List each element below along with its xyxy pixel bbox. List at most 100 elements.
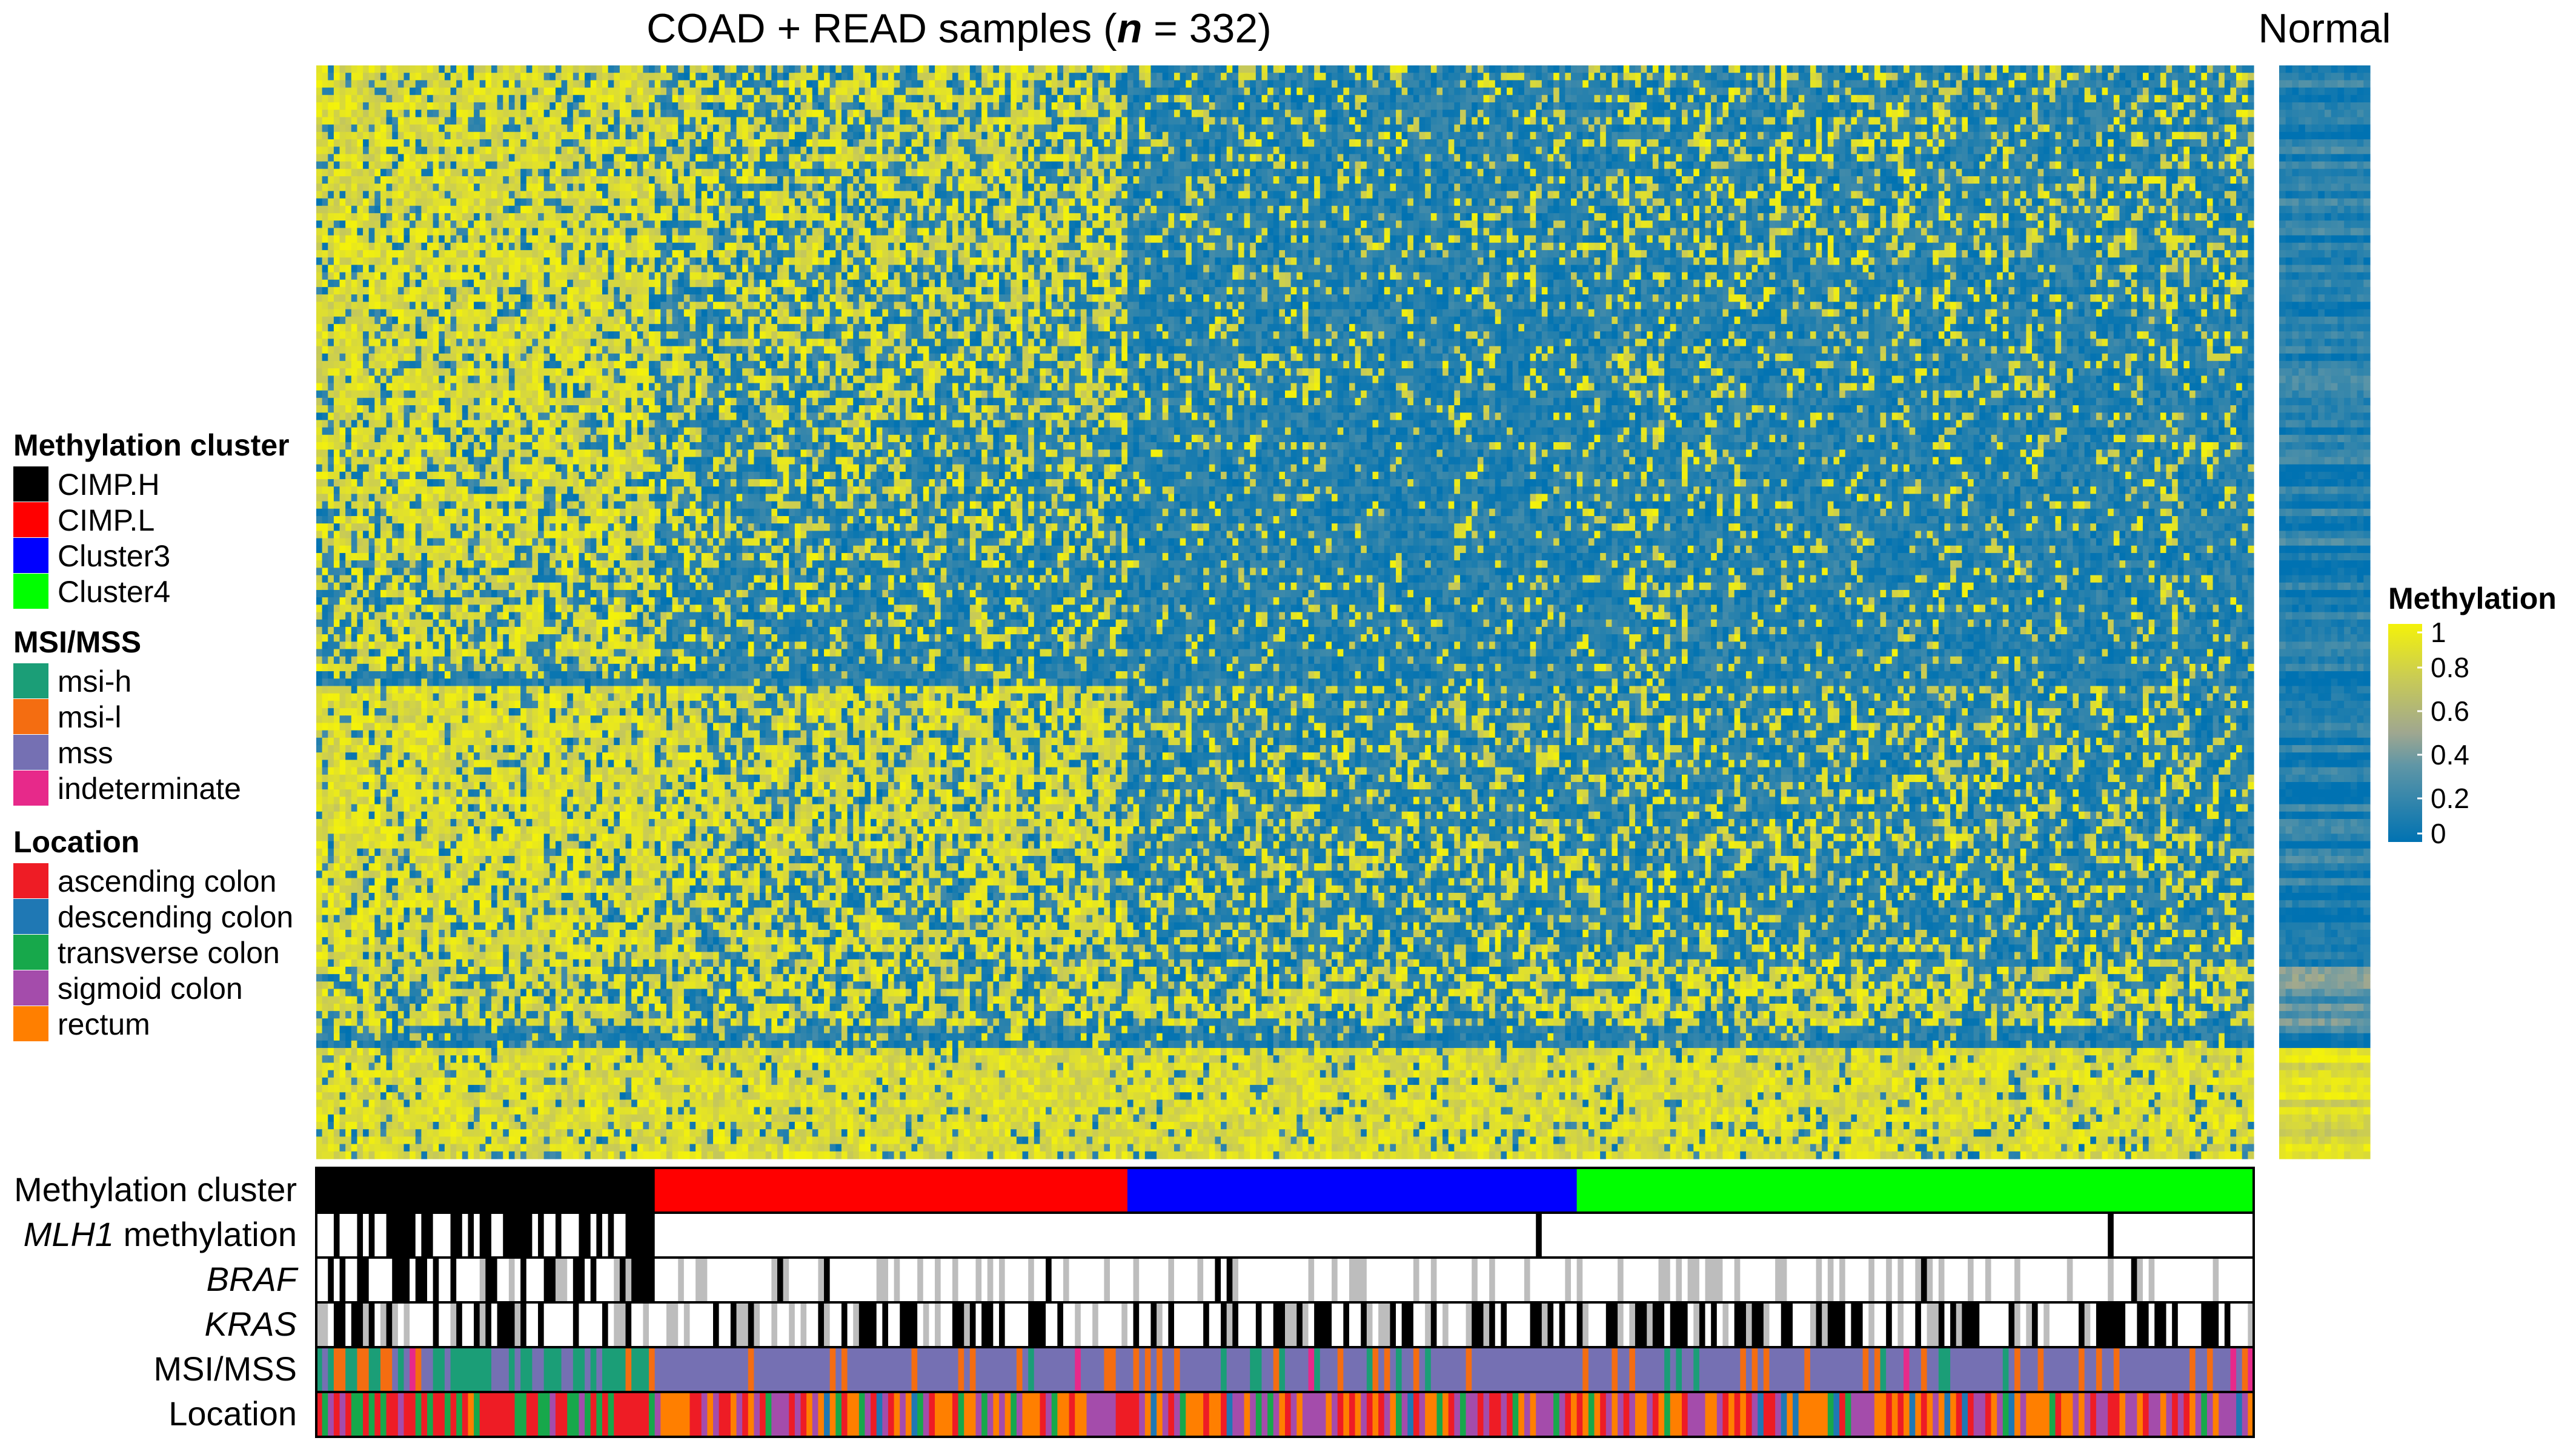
heatmap-cell — [2224, 147, 2231, 154]
heatmap-cell — [905, 73, 912, 81]
heatmap-cell — [1436, 117, 1443, 125]
heatmap-cell — [1098, 65, 1104, 73]
heatmap-cell — [2084, 94, 2091, 103]
heatmap-cell — [888, 161, 895, 170]
heatmap-cell — [1775, 94, 1782, 103]
heatmap-cell — [1425, 102, 1432, 110]
heatmap-cell — [1740, 161, 1747, 170]
heatmap-cell — [1956, 80, 1962, 88]
heatmap-cell — [1459, 154, 1467, 162]
heatmap-cell — [1541, 94, 1549, 103]
heatmap-cell — [1110, 87, 1117, 96]
heatmap-cell — [1711, 87, 1718, 96]
heatmap-cell — [1518, 161, 1525, 170]
heatmap-cell — [485, 87, 492, 96]
heatmap-cell — [905, 131, 912, 140]
heatmap-cell — [538, 87, 545, 96]
heatmap-cell — [1570, 131, 1578, 140]
heatmap-cell — [1851, 80, 1857, 88]
heatmap-cell — [894, 161, 900, 170]
heatmap-cell — [783, 65, 789, 73]
heatmap-cell — [1197, 131, 1204, 140]
heatmap-cell — [643, 110, 649, 118]
heatmap-cell — [1413, 131, 1420, 140]
heatmap-cell — [1139, 161, 1146, 170]
heatmap-cell — [427, 102, 434, 110]
heatmap-cell — [1920, 94, 1928, 103]
heatmap-cell — [672, 154, 679, 162]
heatmap-cell — [1623, 161, 1630, 170]
heatmap-cell — [1150, 168, 1157, 177]
heatmap-cell — [1296, 73, 1303, 81]
heatmap-cell — [777, 154, 784, 162]
heatmap-cell — [993, 161, 1000, 170]
heatmap-cell — [2248, 154, 2254, 162]
heatmap-cell — [1419, 161, 1426, 170]
heatmap-cell — [1740, 65, 1747, 73]
heatmap-cell — [1751, 168, 1758, 177]
heatmap-cell — [969, 139, 977, 147]
heatmap-cell — [1215, 139, 1221, 147]
heatmap-cell — [2043, 117, 2050, 125]
heatmap-cell — [719, 110, 725, 118]
heatmap-cell — [1641, 124, 1647, 133]
heatmap-cell — [1594, 94, 1601, 103]
heatmap-cell — [1401, 154, 1408, 162]
heatmap-cell — [1173, 139, 1181, 147]
heatmap-cell — [858, 147, 866, 154]
heatmap-cell — [1728, 161, 1735, 170]
heatmap-cell — [1407, 161, 1414, 170]
heatmap-cell — [328, 80, 334, 88]
heatmap-cell — [363, 168, 370, 177]
heatmap-cell — [1215, 87, 1221, 96]
heatmap-cell — [654, 87, 661, 96]
heatmap-cell — [1004, 154, 1011, 162]
heatmap-cell — [1570, 94, 1578, 103]
heatmap-cell — [328, 87, 334, 96]
heatmap-cell — [1909, 80, 1916, 88]
heatmap-cell — [1728, 117, 1735, 125]
heatmap-cell — [952, 147, 959, 154]
heatmap-cell — [1886, 73, 1893, 81]
heatmap-cell — [1384, 161, 1390, 170]
heatmap-cell — [1355, 147, 1361, 154]
heatmap-cell — [847, 131, 854, 140]
heatmap-cell — [742, 168, 749, 177]
heatmap-cell — [333, 110, 340, 118]
heatmap-cell — [1524, 168, 1531, 177]
heatmap-cell — [1466, 131, 1472, 140]
heatmap-cell — [403, 124, 410, 133]
heatmap-cell — [1051, 139, 1058, 147]
heatmap-cell — [1390, 110, 1396, 118]
heatmap-cell — [2073, 65, 2079, 73]
heatmap-cell — [654, 168, 661, 177]
heatmap-cell — [1944, 94, 1951, 103]
heatmap-cell — [1028, 110, 1035, 118]
heatmap-cell — [585, 110, 591, 118]
heatmap-cell — [2183, 94, 2190, 103]
heatmap-cell — [1302, 102, 1309, 110]
heatmap-cell — [1290, 168, 1297, 177]
heatmap-cell — [2014, 65, 2021, 73]
heatmap-cell — [1588, 73, 1595, 81]
heatmap-cell — [964, 65, 971, 73]
heatmap-cell — [1483, 73, 1490, 81]
heatmap-cell — [975, 110, 982, 118]
heatmap-cell — [1495, 110, 1501, 118]
heatmap-cell — [1244, 147, 1250, 154]
heatmap-cell — [1273, 124, 1280, 133]
heatmap-cell — [1430, 124, 1438, 133]
heatmap-cell — [450, 110, 457, 118]
heatmap-cell — [491, 154, 498, 162]
heatmap-cell — [835, 73, 842, 81]
heatmap-cell — [1787, 154, 1793, 162]
heatmap-cell — [725, 147, 731, 154]
heatmap-cell — [1150, 117, 1157, 125]
heatmap-cell — [794, 65, 802, 73]
heatmap-cell — [1209, 131, 1216, 140]
heatmap-cell — [1956, 161, 1962, 170]
heatmap-cell — [397, 87, 405, 96]
heatmap-cell — [1040, 94, 1046, 103]
heatmap-cell — [1448, 154, 1455, 162]
heatmap-cell — [1909, 110, 1916, 118]
